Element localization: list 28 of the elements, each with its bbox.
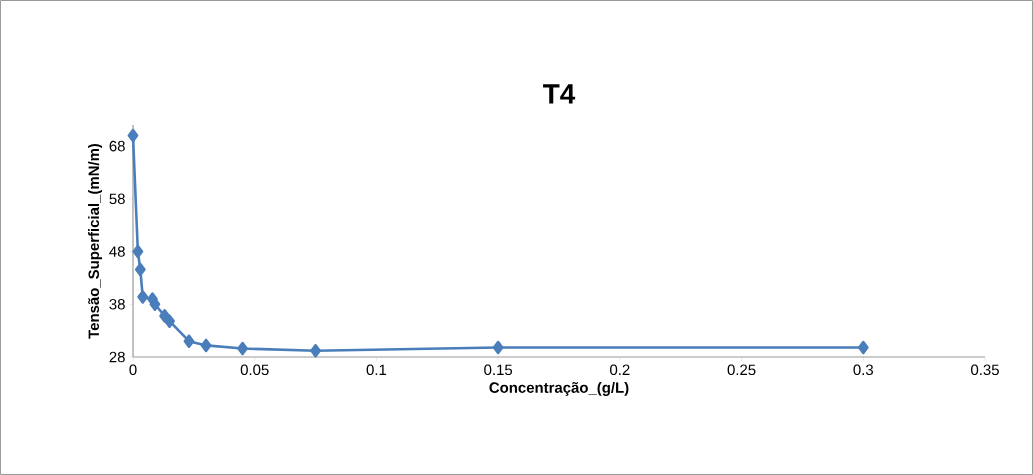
- x-tick-label: 0.35: [971, 364, 999, 376]
- x-tick-label: 0.15: [484, 364, 513, 376]
- y-tick-label: 68: [109, 140, 125, 152]
- chart-title: T4: [543, 84, 576, 104]
- point: [857, 340, 869, 355]
- y-axis-title: Tensão_Superficial_(mN/m): [88, 143, 103, 339]
- point: [200, 338, 212, 353]
- x-tick-label: 0.25: [727, 364, 756, 376]
- point: [310, 343, 321, 358]
- x-tick-label: 0: [129, 364, 137, 376]
- point: [164, 314, 175, 328]
- point: [149, 297, 161, 312]
- point: [492, 340, 504, 355]
- x-axis-title: Concentração_(g/L): [489, 381, 629, 396]
- point: [132, 244, 144, 259]
- x-tick-label: 0.1: [366, 364, 387, 376]
- x-tick-label: 0.05: [240, 364, 269, 376]
- point: [134, 262, 146, 277]
- y-tick-label: 58: [109, 193, 125, 205]
- point: [183, 334, 195, 348]
- x-tick-label: 0.3: [853, 364, 874, 376]
- x-tick-label: 0.2: [610, 364, 630, 376]
- y-tick-label: 48: [109, 246, 125, 257]
- point: [237, 341, 248, 356]
- point: [137, 290, 149, 304]
- point: [127, 128, 139, 143]
- y-tick-label: 38: [109, 298, 125, 310]
- y-tick-label: 28: [109, 351, 125, 363]
